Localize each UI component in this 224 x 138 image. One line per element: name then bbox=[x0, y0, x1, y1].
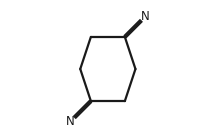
Text: N: N bbox=[66, 115, 75, 128]
Text: N: N bbox=[141, 10, 150, 23]
